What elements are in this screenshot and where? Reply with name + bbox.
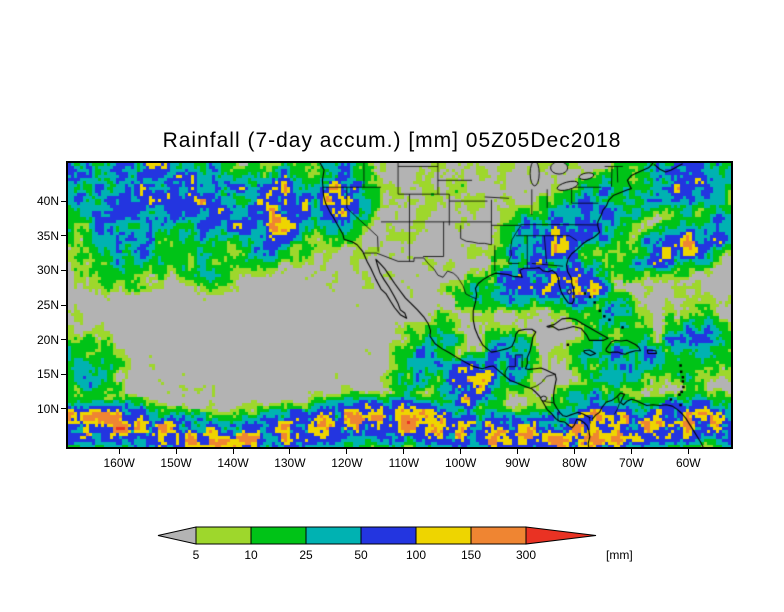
chart-title: Rainfall (7-day accum.) [mm] 05Z05Dec201… [162,129,622,152]
colorbar-units-label: [mm] [606,548,633,562]
lon-tick [630,449,632,454]
lat-axis-label: 25N [36,298,59,312]
lat-tick [61,235,66,237]
lon-tick [403,449,405,454]
lon-tick [232,449,234,454]
colorbar [157,526,597,545]
colorbar-segment [195,526,252,545]
colorbar-label: 100 [405,548,427,562]
lon-axis-label: 150W [160,456,192,470]
lon-axis-label: 60W [675,456,701,470]
colorbar-arrow-low [157,526,197,545]
colorbar-segment [250,526,307,545]
colorbar-label: 50 [354,548,368,562]
lat-axis-label: 20N [36,332,59,347]
colorbar-segment [305,526,362,545]
rainfall-heatmap-canvas [68,163,731,447]
lat-tick [61,339,66,341]
lon-axis-label: 110W [388,456,420,470]
lon-axis-label: 140W [217,456,249,470]
lat-tick [61,373,66,375]
lon-tick [460,449,462,454]
lon-tick [574,449,575,454]
colorbar-label: 150 [460,548,482,562]
colorbar-label: 10 [244,548,258,562]
colorbar-label: 5 [192,548,200,562]
lat-tick [61,304,66,306]
lon-axis-label: 90W [505,456,530,470]
lon-axis-label: 80W [562,456,587,470]
map-frame [66,161,733,449]
lon-tick [517,449,519,454]
lat-axis-label: 15N [36,367,59,382]
colorbar-label: 300 [515,548,537,562]
lat-tick [61,200,66,202]
lat-tick [61,269,66,271]
colorbar-segment [415,526,472,545]
lon-axis-label: 160W [103,456,135,470]
lat-axis-label: 40N [36,194,59,209]
lat-tick [61,408,66,410]
lon-axis-label: 130W [274,456,306,470]
lon-tick [687,449,689,454]
lon-axis-label: 100W [445,456,477,470]
lon-tick [118,449,120,454]
lat-axis-label: 10N [36,401,59,416]
colorbar-label: 25 [299,548,313,562]
lat-axis-label: 35N [36,228,59,243]
lat-axis-label: 30N [36,263,59,278]
lon-tick [175,449,177,454]
lon-axis-label: 70W [619,456,644,470]
colorbar-segment [360,526,417,545]
colorbar-segment [470,526,527,545]
lon-tick [346,449,348,454]
lon-tick [289,449,291,454]
colorbar-arrow-high [525,526,597,545]
lon-axis-label: 120W [331,456,363,470]
